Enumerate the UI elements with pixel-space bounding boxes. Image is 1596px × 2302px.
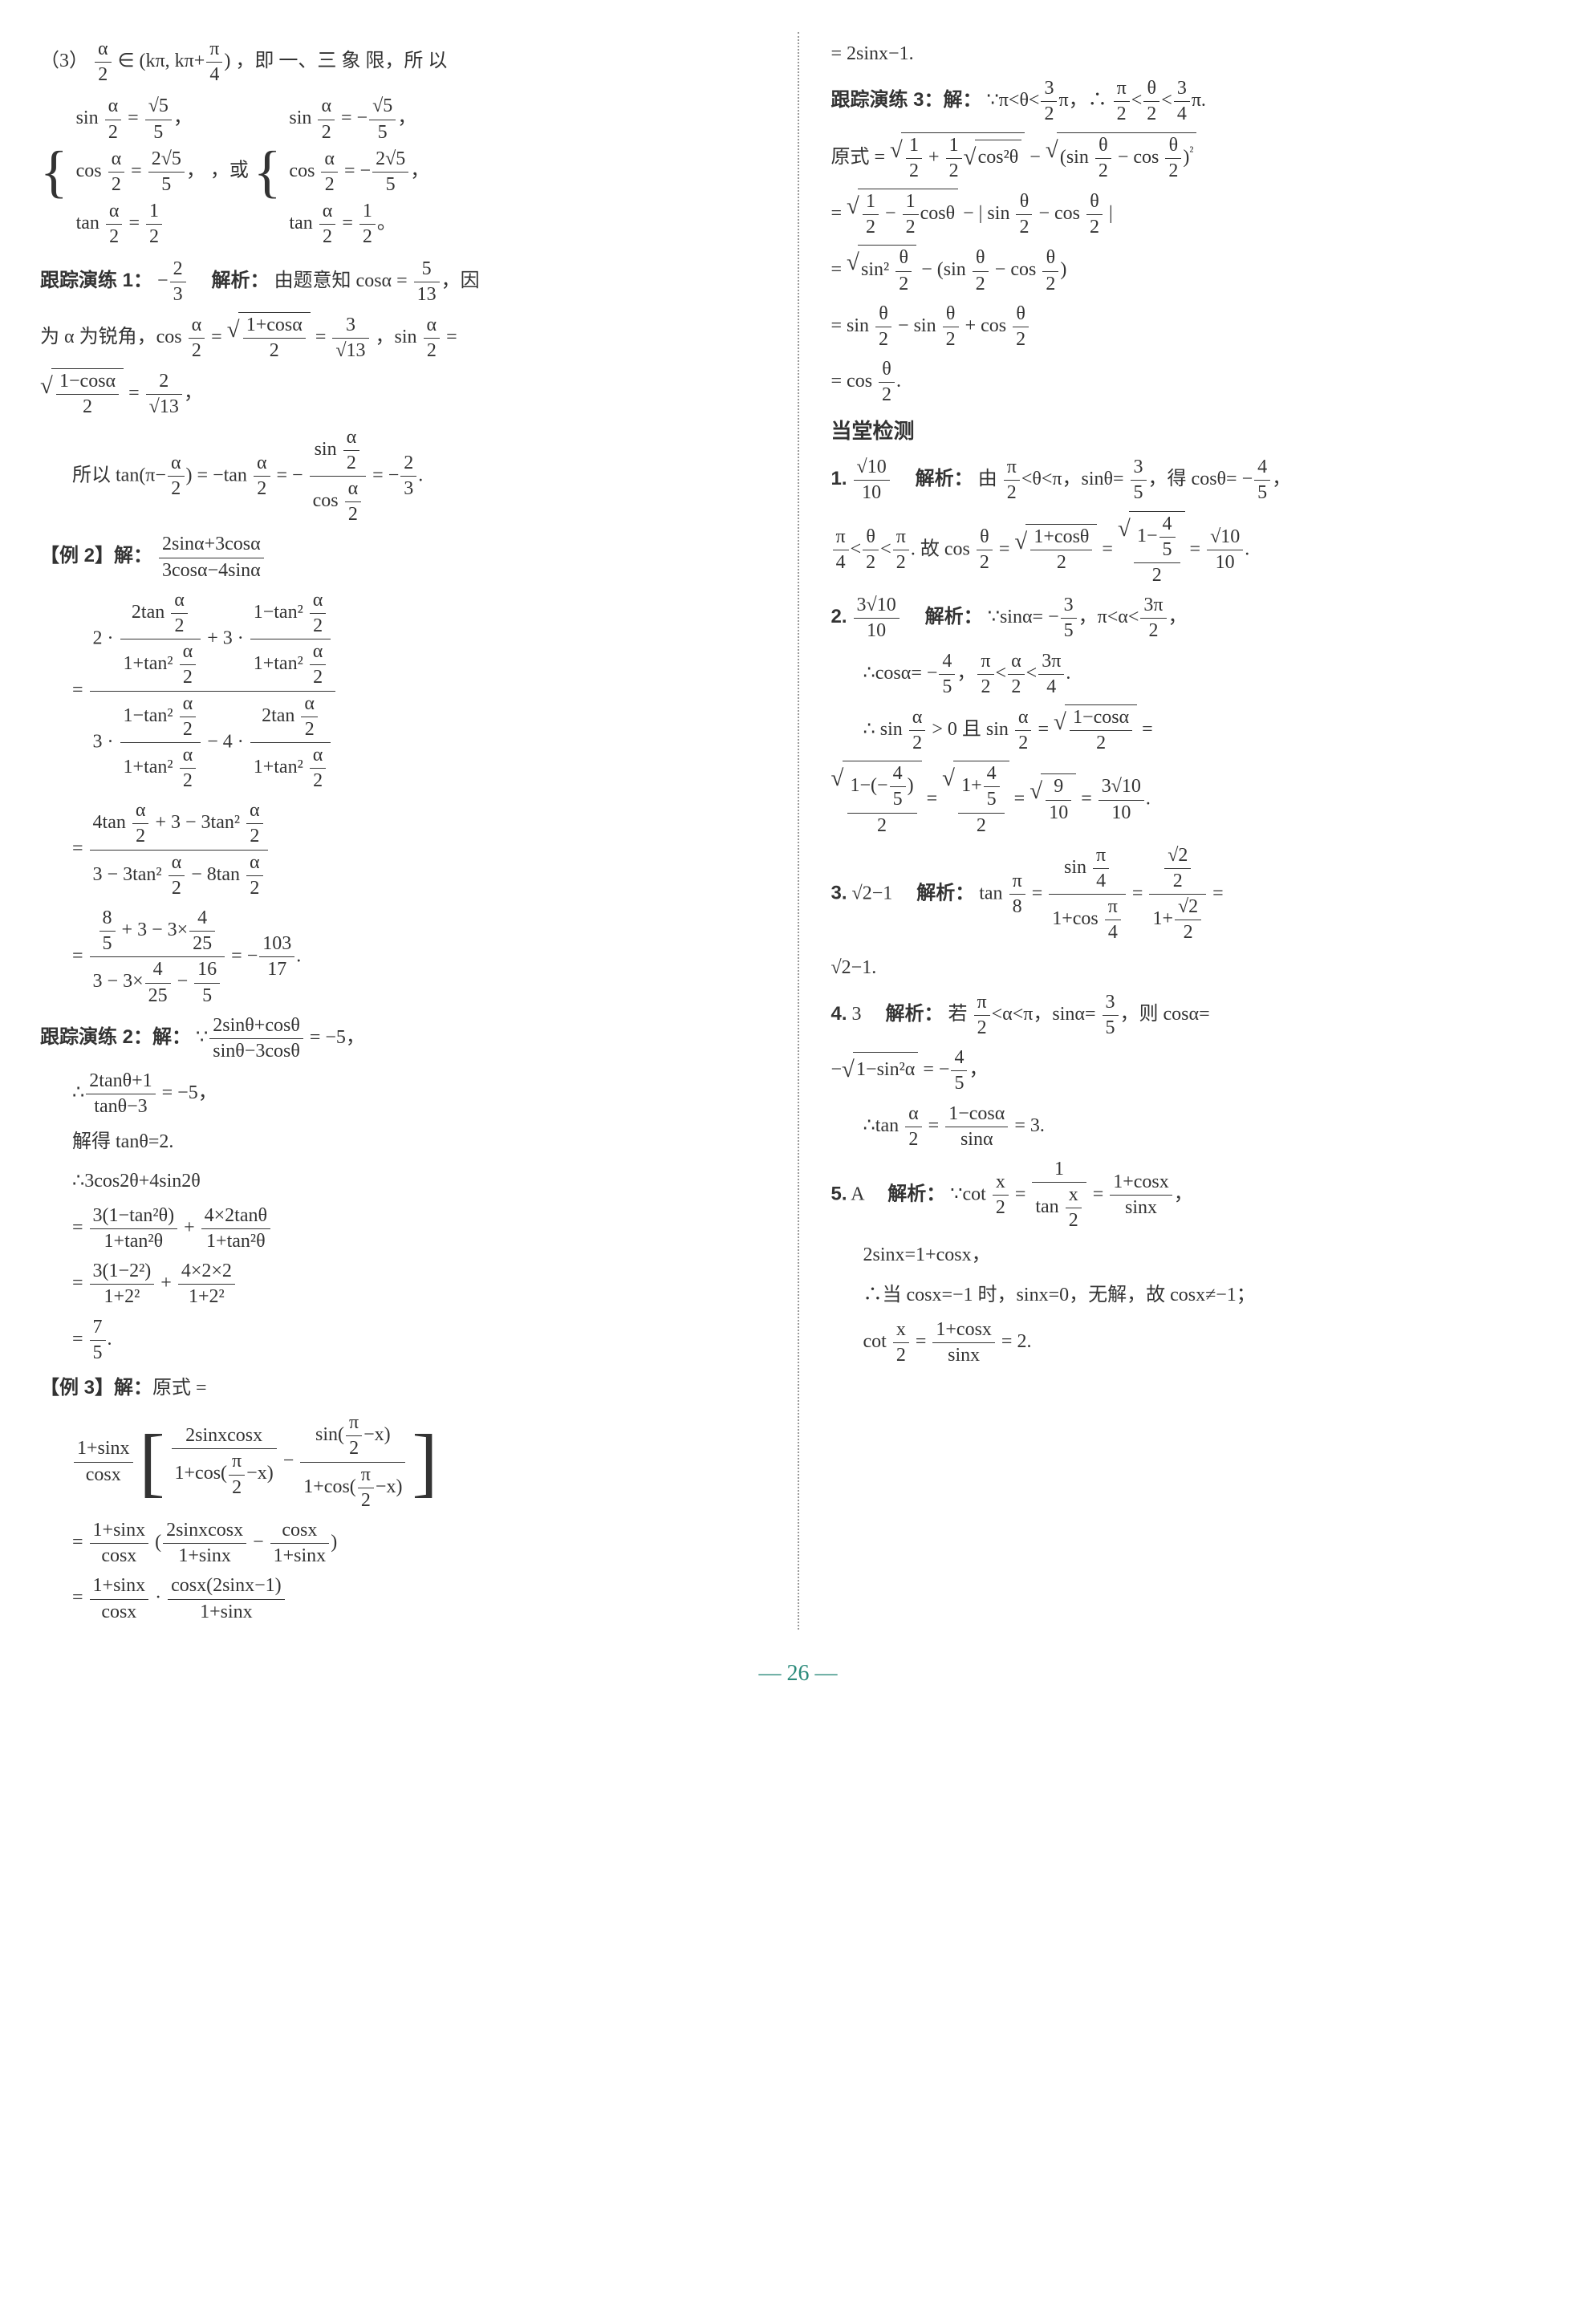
right-column: = 2sinx−1. 跟踪演练 3：解： ∵π<θ<32π，∴ π2<θ2<34… — [831, 32, 1557, 1630]
page-number: — 26 — — [40, 1654, 1556, 1694]
text-line: （3） α2 ∈ (kπ, kπ+π4) ，即 一、三 象 限，所 以 — [40, 37, 766, 87]
case-stack: sin α2 = −√55， cos α2 = −2√55， tan α2 = … — [289, 92, 429, 251]
left-column: （3） α2 ∈ (kπ, kπ+π4) ，即 一、三 象 限，所 以 { si… — [40, 32, 766, 1630]
text: ) — [224, 51, 230, 71]
text-line: 解得 tanθ=2. — [40, 1125, 766, 1159]
section-heading: 当堂检测 — [831, 412, 1557, 450]
text-line: = sin θ2 − sin θ2 + cos θ2 — [831, 302, 1557, 352]
fraction: α2 — [95, 37, 112, 87]
text-line: ∴tan α2 = 1−cosαsinα = 3. — [831, 1102, 1557, 1152]
text-line: ∴ sin α2 > 0 且 sin α2 = 1−cosα2 = — [831, 704, 1557, 756]
text-line: ∴3cos2θ+4sin2θ — [40, 1164, 766, 1199]
text-line: 跟踪演练 2：解： ∵2sinθ+cosθsinθ−3cosθ = −5， — [40, 1013, 766, 1064]
text: ∈ — [118, 51, 140, 71]
text: kπ, kπ+ — [145, 51, 205, 71]
text-line: 跟踪演练 3：解： ∵π<θ<32π，∴ π2<θ2<34π. — [831, 76, 1557, 127]
math-block: = 1+sinxcosx · cosx(2sinx−1)1+sinx — [40, 1573, 766, 1624]
left-brace: { — [254, 143, 282, 201]
heading: 跟踪演练 3：解： — [831, 89, 982, 111]
math-block: = 1+sinxcosx (2sinxcosx1+sinx − cosx1+si… — [40, 1518, 766, 1569]
math-block: 1+sinxcosx [ 2sinxcosx1+cos(π2−x) − sin(… — [40, 1411, 766, 1513]
math-block: = 85 + 3 − 3×425 3 − 3×425 − 165 = −1031… — [40, 906, 766, 1009]
text-line: ∴2tanθ+1tanθ−3 = −5， — [40, 1069, 766, 1119]
right-bracket-icon: ] — [412, 1419, 437, 1504]
math-block: = 4tan α2 + 3 − 3tan² α2 3 − 3tan² α2 − … — [40, 798, 766, 901]
text-line: 2sinx=1+cosx， — [831, 1238, 1557, 1273]
heading: 跟踪演练 1： — [40, 270, 152, 291]
heading: 【例 3】解： — [40, 1377, 152, 1399]
text-line: 1. √1010 解析： 由 π2<θ<π，sinθ= 35，得 cosθ= −… — [831, 455, 1557, 505]
math-block: = 2 · 2tan α21+tan² α2 + 3 · 1−tan² α21+… — [40, 588, 766, 794]
text-line: cot x2 = 1+cosxsinx = 2. — [831, 1317, 1557, 1368]
text-line: 4. 3 解析： 若 π2<α<π，sinα= 35，则 cosα= — [831, 990, 1557, 1041]
text-line: 【例 2】解： 2sinα+3cosα3cosα−4sinα — [40, 532, 766, 583]
text-line: 为 α 为锐角，cos α2 = 1+cosα2 = 3√13 ，sin α2 … — [40, 312, 766, 363]
text-line: 3. √2−1 解析： tan π8 = sin π41+cos π4 = √2… — [831, 843, 1557, 946]
case-stack: sin α2 = √55， cos α2 = 2√55， tan α2 = 12 — [76, 92, 205, 251]
text-line: 所以 tan(π−α2) = −tan α2 = − sin α2cos α2 … — [40, 425, 766, 528]
text-line: = 3(1−tan²θ)1+tan²θ + 4×2tanθ1+tan²θ — [40, 1204, 766, 1254]
fraction: π4 — [206, 37, 222, 87]
text-line: 1−(−45)2 = 1+452 = 910 = 3√1010. — [831, 761, 1557, 838]
cases-block: { sin α2 = √55， cos α2 = 2√55， tan α2 = … — [40, 92, 766, 251]
text-line: = 2sinx−1. — [831, 37, 1557, 71]
text-line: ∴当 cosx=−1 时，sinx=0，无解，故 cosx≠−1； — [831, 1278, 1557, 1313]
text-line: 原式 = 12 + 12cos²θ − (sin θ2 − cos θ2)² — [831, 132, 1557, 184]
heading: 【例 2】解： — [40, 546, 152, 567]
left-brace: { — [40, 143, 68, 201]
column-divider — [798, 32, 799, 1630]
text-line: 跟踪演练 1： −23 解析： 由题意知 cosα = 513，因 — [40, 257, 766, 307]
text-line: = 12 − 12cosθ − | sin θ2 − cos θ2 | — [831, 189, 1557, 240]
text: ，或 — [210, 160, 249, 181]
text-line: π4<θ2<π2. 故 cos θ2 = 1+cosθ2 = 1−452 = √… — [831, 511, 1557, 589]
text-line: −1−sin²α = −45， — [831, 1045, 1557, 1096]
text-line: = 3(1−2²)1+2² + 4×2×21+2² — [40, 1259, 766, 1309]
page-container: （3） α2 ∈ (kπ, kπ+π4) ，即 一、三 象 限，所 以 { si… — [40, 32, 1556, 1630]
heading: 跟踪演练 2：解： — [40, 1026, 191, 1048]
text-line: = sin² θ2 − (sin θ2 − cos θ2) — [831, 245, 1557, 296]
text-line: = cos θ2. — [831, 357, 1557, 408]
text-line: 5. A 解析： ∵cot x2 = 1tan x2 = 1+cosxsinx， — [831, 1157, 1557, 1234]
text-line: √2−1. — [831, 951, 1557, 985]
text-line: 1−cosα2 = 2√13， — [40, 368, 766, 420]
text-line: = 75. — [40, 1315, 766, 1366]
text-line: ∴cosα= −45，π2<α2<3π4. — [831, 649, 1557, 700]
text: ，即 一、三 象 限，所 以 — [235, 51, 447, 71]
left-bracket-icon: [ — [140, 1419, 165, 1504]
text: （3） — [40, 51, 88, 71]
text-line: 2. 3√1010 解析： ∵sinα= −35，π<α<3π2， — [831, 593, 1557, 644]
text-line: 【例 3】解：原式 = — [40, 1370, 766, 1406]
